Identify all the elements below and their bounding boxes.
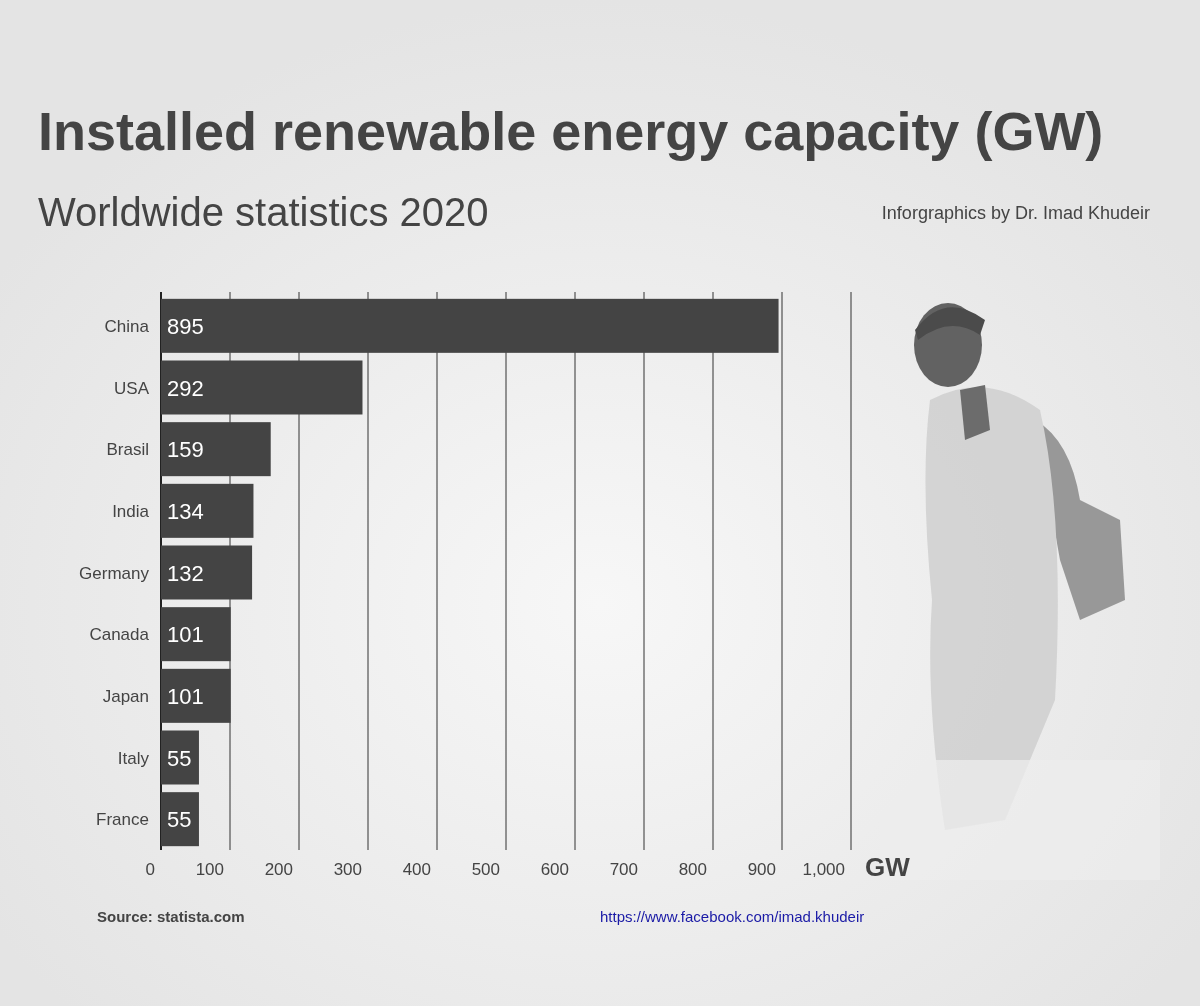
bar (161, 669, 231, 723)
tick-label: 800 (679, 860, 707, 879)
grid-line (368, 292, 369, 850)
grid-line (782, 292, 783, 850)
grid-line (713, 292, 714, 850)
data-label: 292 (167, 376, 204, 401)
credit: Inforgraphics by Dr. Imad Khudeir (882, 203, 1150, 223)
bar (161, 607, 231, 661)
bar (161, 422, 271, 476)
title: Installed renewable energy capacity (GW) (38, 101, 1103, 161)
data-label: 159 (167, 437, 204, 462)
background (0, 0, 1200, 1006)
bar (161, 546, 252, 600)
category-label: Japan (103, 687, 149, 706)
data-label: 895 (167, 314, 204, 339)
category-label: China (105, 317, 150, 336)
category-label: Germany (79, 564, 149, 583)
data-label: 134 (167, 499, 204, 524)
bar (161, 361, 362, 415)
category-label: Italy (118, 749, 150, 768)
url: https://www.facebook.com/imad.khudeir (600, 908, 864, 925)
grid-line (506, 292, 507, 850)
tick-label: 600 (541, 860, 569, 879)
category-label: Canada (89, 625, 149, 644)
data-label: 55 (167, 746, 191, 771)
tick-label: 400 (403, 860, 431, 879)
tick-label: 700 (610, 860, 638, 879)
grid-line (437, 292, 438, 850)
category-label: USA (114, 379, 150, 398)
data-label: 55 (167, 807, 191, 832)
bar (161, 484, 253, 538)
category-label: France (96, 810, 149, 829)
data-label: 101 (167, 622, 204, 647)
figure (880, 303, 1160, 880)
data-label: 101 (167, 684, 204, 709)
tick-label: 0 (146, 860, 155, 879)
bars (161, 299, 779, 846)
figure-hair (915, 307, 985, 340)
tick-label: 900 (748, 860, 776, 879)
grid-line (575, 292, 576, 850)
figure-collar (960, 385, 990, 440)
source: Source: statista.com (97, 908, 245, 925)
tick-label: 200 (265, 860, 293, 879)
bar (161, 731, 199, 785)
subtitle: Worldwide statistics 2020 (38, 190, 489, 234)
category-label: India (112, 502, 149, 521)
category-label: Brasil (106, 440, 149, 459)
bar (161, 792, 199, 846)
axis-title: GW (865, 852, 910, 882)
tick-label: 300 (334, 860, 362, 879)
bar (161, 299, 779, 353)
grid-line (851, 292, 852, 850)
data-label: 132 (167, 561, 204, 586)
tick-label: 500 (472, 860, 500, 879)
tick-label: 100 (196, 860, 224, 879)
figure-fog (880, 760, 1160, 880)
tick-label: 1,000 (802, 860, 845, 879)
grid-line (644, 292, 645, 850)
